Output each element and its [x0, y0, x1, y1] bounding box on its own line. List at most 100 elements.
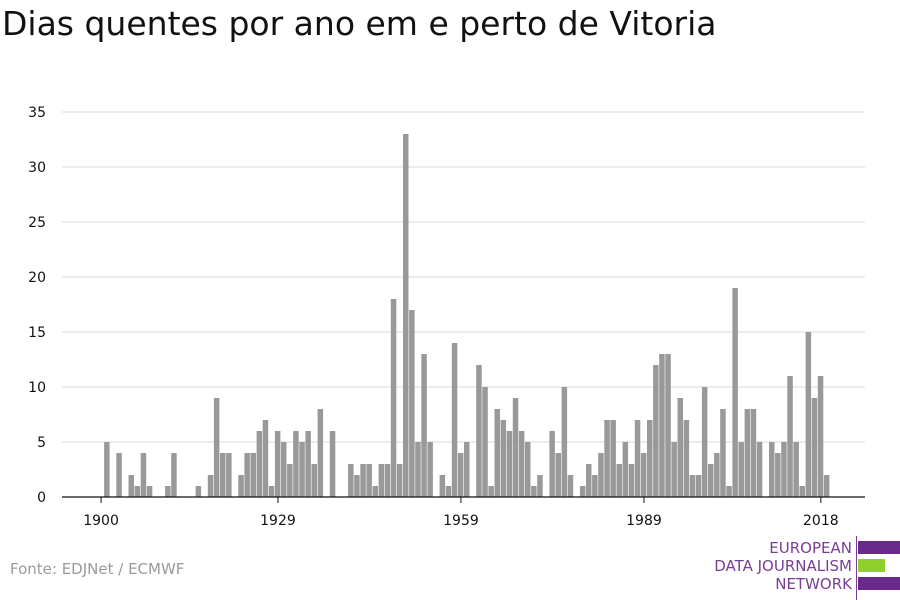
bar — [500, 420, 507, 497]
bar — [195, 486, 202, 497]
x-tick-label: 1989 — [626, 513, 662, 529]
x-tick-label: 1959 — [443, 513, 479, 529]
bar — [427, 442, 433, 497]
bar — [518, 431, 525, 497]
bar — [311, 464, 317, 497]
bar — [525, 442, 531, 497]
bar — [293, 431, 299, 497]
bar — [317, 409, 324, 497]
bar — [128, 475, 134, 497]
bar — [671, 442, 677, 497]
bar — [372, 486, 378, 497]
bar — [268, 486, 275, 497]
bar — [616, 464, 622, 497]
bars — [104, 134, 830, 497]
bar — [726, 486, 732, 497]
bar — [415, 442, 421, 497]
bar — [531, 486, 537, 497]
bar — [701, 387, 708, 497]
x-tick-label: 1900 — [83, 513, 119, 529]
x-tick-label: 1929 — [260, 513, 296, 529]
bar — [146, 486, 153, 497]
bar — [549, 431, 555, 497]
bar — [476, 365, 482, 497]
bar — [287, 464, 293, 497]
bar — [695, 475, 702, 497]
bar — [677, 398, 683, 497]
y-tick-label: 5 — [37, 435, 46, 451]
y-tick-label: 25 — [28, 215, 46, 231]
bar — [647, 420, 653, 497]
bar — [403, 134, 409, 497]
bar — [116, 453, 122, 497]
bar — [738, 442, 744, 497]
bar — [482, 387, 488, 497]
bar — [537, 475, 543, 497]
bar — [811, 398, 818, 497]
bar — [720, 409, 726, 497]
bar — [494, 409, 500, 497]
x-axis-ticks: 1900 1929 1959 1989 2018 — [83, 497, 839, 529]
bar — [787, 376, 793, 497]
gridlines — [62, 111, 865, 443]
bar — [262, 420, 269, 497]
bar — [165, 486, 171, 497]
bar — [683, 420, 690, 497]
logo-divider — [856, 536, 857, 600]
bar — [555, 453, 561, 497]
bar — [360, 464, 366, 497]
bar — [567, 475, 574, 497]
bar — [512, 398, 519, 497]
bar — [250, 453, 256, 497]
bar — [665, 354, 671, 497]
bar — [732, 288, 738, 497]
bar — [238, 475, 244, 497]
bar — [396, 464, 403, 497]
bar — [256, 431, 263, 497]
bar — [171, 453, 177, 497]
bar — [384, 464, 391, 497]
y-tick-label: 30 — [28, 160, 46, 176]
bar — [457, 453, 464, 497]
bar — [451, 343, 458, 497]
y-axis-labels: 0 5 10 15 20 25 30 35 — [28, 105, 46, 506]
bar — [274, 431, 281, 497]
bar — [714, 453, 720, 497]
bar — [329, 431, 336, 497]
chart-title: Dias quentes por ano em e perto de Vitor… — [2, 4, 717, 43]
bar — [750, 409, 757, 497]
bar — [708, 464, 714, 497]
logo-bar-middle — [858, 559, 885, 572]
bar — [348, 464, 354, 497]
bar — [354, 475, 360, 497]
bar — [104, 442, 110, 497]
bar — [586, 464, 592, 497]
bar — [781, 442, 787, 497]
bar — [628, 464, 635, 497]
y-tick-label: 20 — [28, 270, 46, 286]
bar — [140, 453, 147, 497]
bar — [610, 420, 616, 497]
bar — [756, 442, 763, 497]
bar — [604, 420, 610, 497]
bar — [799, 486, 805, 497]
bar — [390, 299, 397, 497]
y-tick-label: 10 — [28, 380, 46, 396]
bar — [299, 442, 305, 497]
bar — [689, 475, 696, 497]
bar — [220, 453, 226, 497]
bar — [744, 409, 751, 497]
bar — [622, 442, 629, 497]
bar — [421, 354, 427, 497]
logo-line-2: DATA JOURNALISM — [714, 557, 852, 575]
bar — [378, 464, 385, 497]
bar — [207, 475, 214, 497]
bar — [439, 475, 446, 497]
bar — [366, 464, 372, 497]
bar — [305, 431, 311, 497]
edjnet-logo: EUROPEAN DATA JOURNALISM NETWORK — [700, 536, 900, 600]
logo-line-1: EUROPEAN — [769, 539, 852, 557]
bar — [506, 431, 513, 497]
y-tick-label: 0 — [37, 490, 46, 506]
